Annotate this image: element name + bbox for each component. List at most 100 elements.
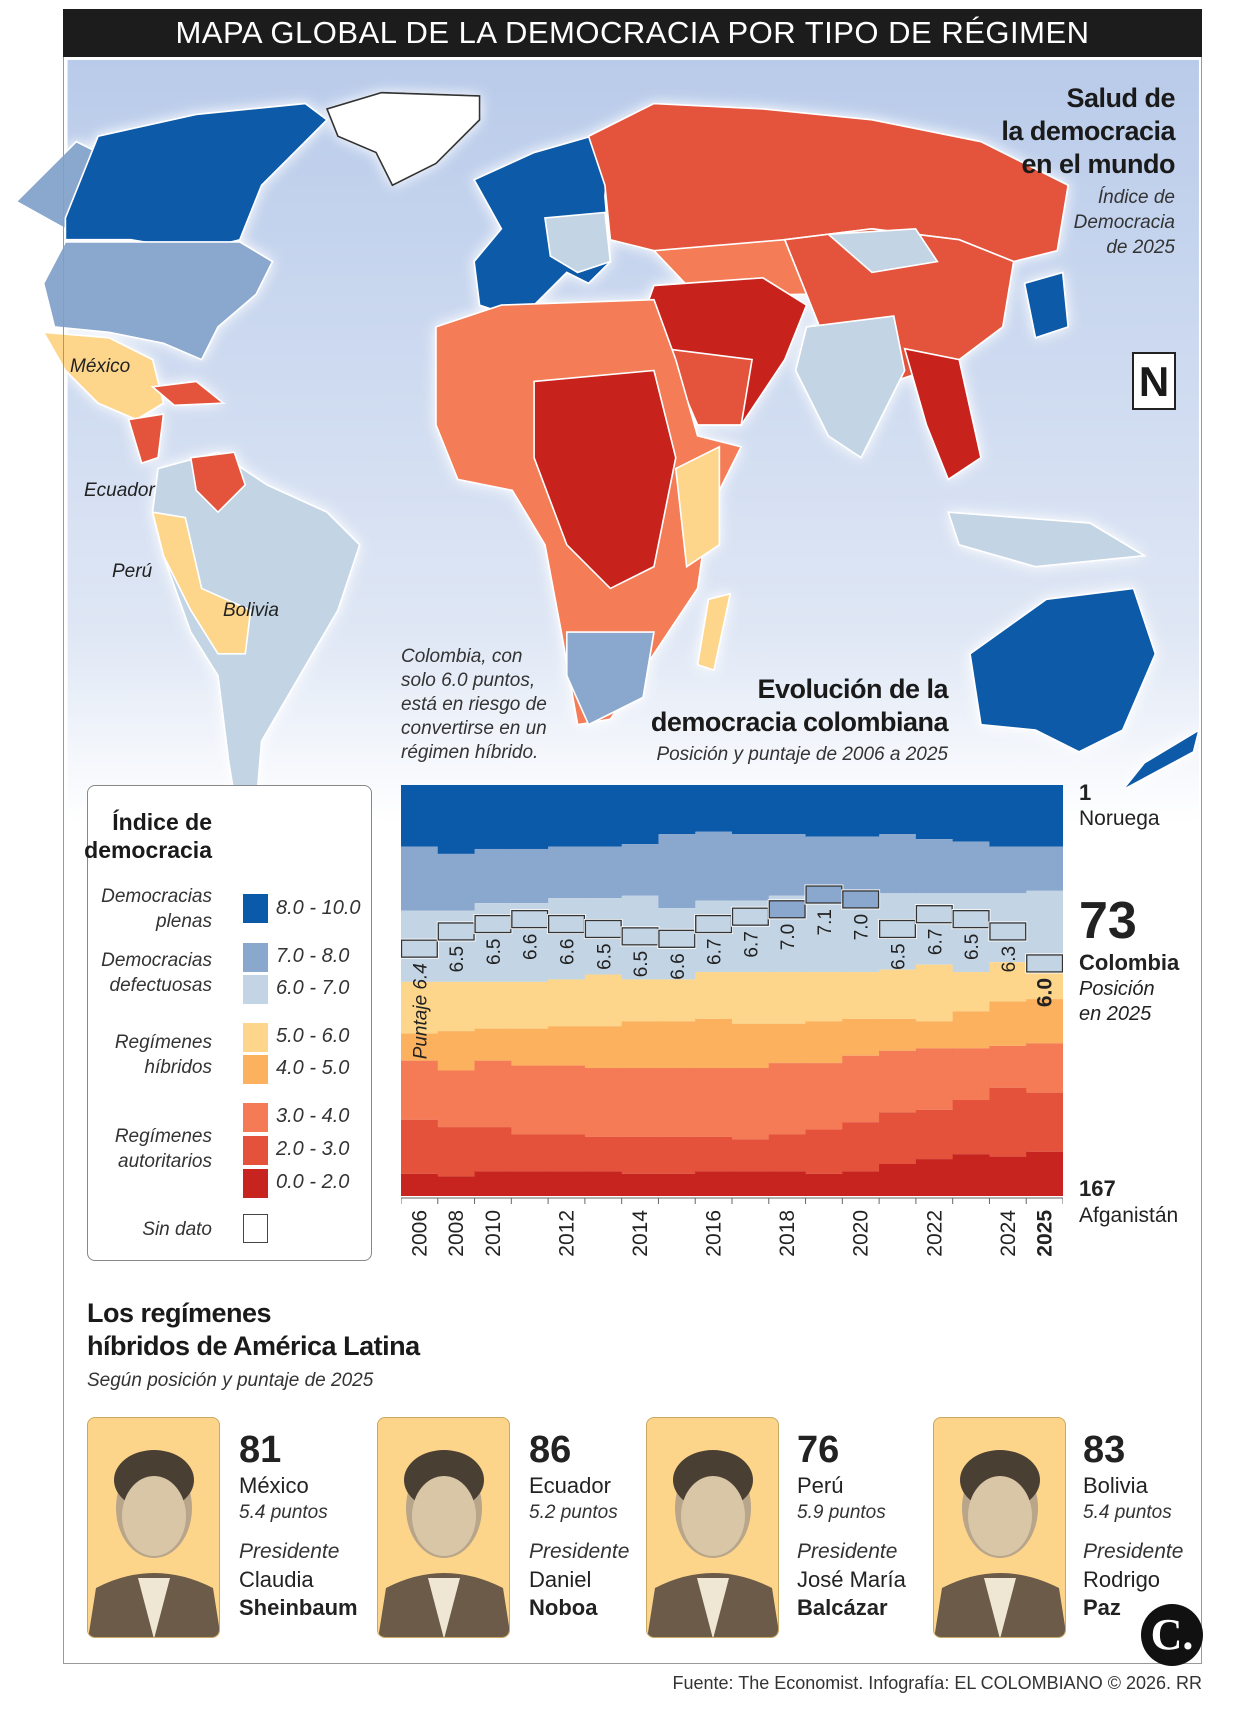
legend-range: 2.0 - 3.0 xyxy=(276,1138,350,1160)
colombia-score-label: 6.7 xyxy=(705,939,726,965)
band-segment xyxy=(989,785,1027,847)
band-segment xyxy=(548,1171,586,1196)
band-segment xyxy=(658,979,696,1022)
band-segment xyxy=(474,848,512,904)
country-rank: 83 xyxy=(1083,1429,1126,1471)
band-segment xyxy=(915,1109,954,1160)
legend-category-line: autoritarios xyxy=(118,1151,212,1172)
president-last-name: Paz xyxy=(1083,1595,1121,1620)
map-label-bolivia: Bolivia xyxy=(223,600,279,621)
legend-category-full: Democracias plenas xyxy=(12,884,212,934)
x-tick-label: 2008 xyxy=(445,1210,468,1257)
map-australia xyxy=(969,587,1157,753)
legend-swatch-4-5 xyxy=(243,1055,268,1084)
infographic-frame xyxy=(63,57,1202,1664)
map-andes-hybrid xyxy=(151,511,252,655)
band-segment xyxy=(879,1112,917,1165)
x-tick-label: 2012 xyxy=(556,1210,579,1257)
colombia-score-box xyxy=(474,914,512,934)
country-name: México xyxy=(239,1473,309,1498)
band-segment xyxy=(548,846,586,899)
map-southeast-asia xyxy=(903,347,982,481)
map-madagascar xyxy=(696,592,732,672)
colombia-score-label: 6.5 xyxy=(447,946,468,972)
band-segment xyxy=(695,785,733,832)
band-segment xyxy=(915,1021,954,1049)
band-segment xyxy=(989,846,1027,894)
band-segment xyxy=(548,1065,586,1135)
portrait-icon xyxy=(88,1450,219,1637)
legend-swatch-3-4 xyxy=(243,1103,268,1132)
band-segment xyxy=(952,1154,991,1196)
band-segment xyxy=(511,848,549,904)
band-segment xyxy=(805,1021,843,1064)
legend-range: 8.0 - 10.0 xyxy=(276,897,361,919)
legend-title-line: democracia xyxy=(84,837,212,863)
x-tick-label: 2022 xyxy=(923,1210,946,1257)
band-segment xyxy=(437,1031,476,1071)
band-segment xyxy=(695,1018,733,1069)
map-heading-line: Salud de xyxy=(1066,83,1175,113)
band-segment xyxy=(805,972,843,1022)
colombia-score-label: 6.0 xyxy=(1034,978,1057,1007)
band-segment xyxy=(621,785,660,845)
chart-title: Evolución de la democracia colombiana xyxy=(548,673,949,739)
band-segment xyxy=(401,1033,439,1061)
band-segment xyxy=(732,1068,770,1140)
map-indonesia xyxy=(947,511,1147,568)
colombia-note-line: Posición xyxy=(1079,978,1155,1000)
colombia-score-box xyxy=(878,919,917,939)
map-cuba xyxy=(150,380,226,407)
band-segment xyxy=(658,1068,696,1137)
map-heading-line: la democracia xyxy=(1001,116,1175,146)
colombia-score-label: 6.7 xyxy=(741,931,762,957)
band-segment xyxy=(952,1048,991,1101)
colombia-name: Colombia xyxy=(1079,950,1180,975)
legend-swatch-0-2 xyxy=(243,1169,268,1198)
president-photo xyxy=(933,1417,1066,1638)
colombia-score-box xyxy=(989,922,1027,941)
president-card-text: 86 Ecuador 5.2 puntos Presidente Daniel … xyxy=(529,1428,629,1622)
colombia-score-box xyxy=(401,939,438,958)
band-segment xyxy=(842,1055,880,1123)
legend-range: 6.0 - 7.0 xyxy=(276,977,350,999)
band-segment xyxy=(879,1018,917,1051)
president-last-name: Noboa xyxy=(529,1595,598,1620)
band-segment xyxy=(548,1134,586,1172)
band-segment xyxy=(437,1176,476,1196)
legend-swatch-6-7 xyxy=(243,975,268,1004)
legend-title: Índice de democracia xyxy=(12,808,212,864)
band-segment xyxy=(768,1134,807,1172)
band-segment xyxy=(805,836,843,894)
band-segment xyxy=(768,1023,807,1064)
map-japan xyxy=(1023,271,1070,339)
band-segment xyxy=(621,979,660,1022)
section-title-line: híbridos de América Latina xyxy=(87,1331,420,1361)
band-segment xyxy=(437,1127,476,1177)
band-segment xyxy=(732,785,770,835)
band-segment xyxy=(401,981,439,1034)
band-segment xyxy=(879,1164,917,1196)
president-photo xyxy=(646,1417,779,1638)
band-segment xyxy=(474,1127,512,1172)
hybrid-section-title: Los regímenes híbridos de América Latina xyxy=(87,1297,420,1363)
band-segment xyxy=(952,785,991,842)
north-arrow-logo-icon: N xyxy=(1132,352,1176,410)
band-segment xyxy=(915,1048,954,1110)
x-tick-label: 2010 xyxy=(482,1210,505,1257)
annotation-line: Colombia, con xyxy=(401,646,523,667)
source-footer: Fuente: The Economist. Infografía: EL CO… xyxy=(672,1673,1203,1693)
president-first-name: José María xyxy=(797,1567,906,1592)
legend-swatch-no-data xyxy=(243,1214,268,1243)
president-photo xyxy=(377,1417,510,1638)
band-segment xyxy=(695,1171,733,1196)
legend: Índice de democracia Democracias plenas D… xyxy=(84,785,372,1261)
bottom-rank: 167 xyxy=(1079,1176,1116,1201)
legend-category-line: plenas xyxy=(156,911,212,932)
legend-range: 4.0 - 5.0 xyxy=(276,1057,350,1079)
legend-range: 0.0 - 2.0 xyxy=(276,1171,350,1193)
legend-category-line: Regímenes xyxy=(114,1032,212,1053)
band-segment xyxy=(401,1173,439,1196)
band-segment xyxy=(879,834,917,894)
